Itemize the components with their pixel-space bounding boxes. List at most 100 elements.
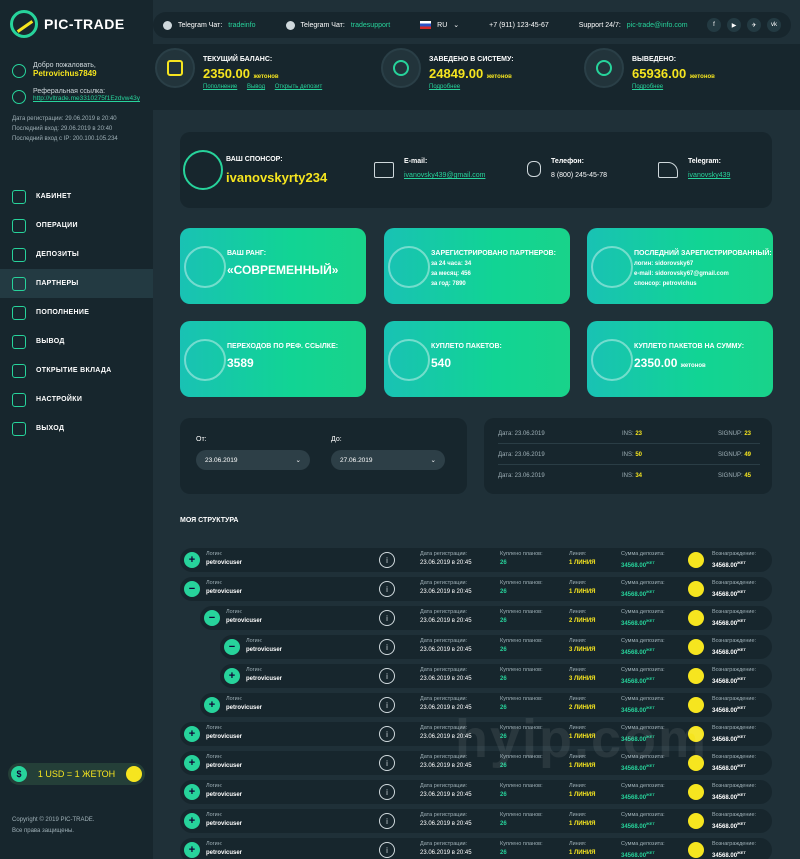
row-reward: 34568.00ЖЕТ [712, 821, 746, 830]
telegram-social-icon[interactable]: ✈ [747, 18, 761, 32]
row-login: petrovicuser [226, 618, 263, 624]
row-deposit: 34568.00ЖЕТ [621, 589, 655, 598]
row-plans: 26 [500, 560, 507, 566]
language-select[interactable]: RU [437, 21, 448, 29]
row-plans: 26 [500, 618, 507, 624]
expand-button[interactable]: + [184, 784, 200, 800]
nav-item-cabinet[interactable]: КАБИНЕТ [0, 182, 153, 211]
info-icon[interactable]: i [379, 842, 395, 858]
nav-item-withdraw[interactable]: ВЫВОД [0, 327, 153, 356]
clicks-card: ПЕРЕХОДОВ ПО РЕФ. ССЫЛКЕ: 3589 [180, 321, 366, 397]
row-plans: 26 [500, 705, 507, 711]
expand-button[interactable]: + [204, 697, 220, 713]
info-icon[interactable]: i [379, 697, 395, 713]
expand-button[interactable]: + [184, 552, 200, 568]
info-icon[interactable]: i [379, 581, 395, 597]
nav-item-settings[interactable]: НАСТРОЙКИ [0, 385, 153, 414]
info-icon[interactable]: i [379, 639, 395, 655]
structure-title: МОЯ СТРУКТУРА [180, 517, 239, 524]
row-login: petrovicuser [206, 589, 243, 595]
top-bar: Telegram Чат: tradeinfo Telegram Чат: tr… [153, 12, 791, 38]
link-withdraw[interactable]: Вывод [246, 84, 266, 90]
watermark: hyip.com [455, 709, 709, 769]
link-open-deposit[interactable]: Открыть депозит [274, 84, 323, 90]
token-icon [688, 726, 704, 742]
link-withdrawn-details[interactable]: Подробнее [632, 84, 664, 90]
date-from-select[interactable]: 23.06.2019 ⌄ [196, 450, 310, 470]
calendar-icon [12, 218, 26, 233]
nav-item-logout[interactable]: ВЫХОД [0, 414, 153, 443]
expand-button[interactable]: + [184, 726, 200, 742]
info-icon[interactable]: i [379, 813, 395, 829]
summary-table: Дата: 23.06.2019 INS: 23 SIGNUP: 23 Дата… [484, 418, 772, 494]
ref-link[interactable]: http://vltrade.me3310275f1Ezdvw43y [33, 95, 140, 102]
sponsor-panel: ВАШ СПОНСОР: ivanovskyrty234 E-mail: iva… [180, 132, 772, 208]
table-row: − Логин: petrovicuser i Дата регистрации… [220, 635, 772, 659]
collapse-button[interactable]: − [184, 581, 200, 597]
row-reward: 34568.00ЖЕТ [712, 676, 746, 685]
tg-chat-link[interactable]: tradeinfo [228, 21, 256, 29]
row-plans: 26 [500, 589, 507, 595]
nav-item-open-deposit[interactable]: ОТКРЫТИЕ ВКЛАДА [0, 356, 153, 385]
vk-icon[interactable]: vk [767, 18, 781, 32]
row-deposit: 34568.00ЖЕТ [621, 792, 655, 801]
coins-stack-icon [155, 48, 195, 88]
sponsor-phone: 8 (800) 245-45-78 [551, 172, 608, 179]
date-to-select[interactable]: 27.06.2019 ⌄ [331, 450, 445, 470]
rank-value: «СОВРЕМЕННЫЙ» [227, 263, 339, 277]
token-icon [688, 813, 704, 829]
facebook-icon[interactable]: f [707, 18, 721, 32]
info-icon[interactable]: i [379, 610, 395, 626]
info-icon[interactable]: i [379, 755, 395, 771]
nav-item-partners[interactable]: ПАРТНЕРЫ [0, 269, 153, 298]
summary-row: Дата: 23.06.2019 INS: 50 SIGNUP: 49 [498, 452, 760, 465]
row-login: petrovicuser [206, 734, 243, 740]
top-phone: +7 (911) 123-45-67 [489, 21, 549, 29]
user-block: Добро пожаловать, Petrovichus7849 Рефера… [12, 62, 152, 144]
row-line: 1 ЛИНИЯ [569, 560, 596, 566]
row-line: 1 ЛИНИЯ [569, 850, 596, 856]
collapse-button[interactable]: − [224, 639, 240, 655]
row-login: petrovicuser [246, 647, 283, 653]
sponsor-email[interactable]: ivanovsky439@gmail.com [404, 172, 486, 179]
wallet-icon [12, 189, 26, 204]
sponsor-icon [183, 150, 223, 190]
table-row: + Логин: petrovicuser i Дата регистрации… [180, 838, 772, 859]
row-deposit: 34568.00ЖЕТ [621, 705, 655, 714]
row-reg-date: 23.06.2019 в 20:45 [420, 560, 472, 566]
support-label: Support 24/7: [578, 21, 621, 29]
collapse-button[interactable]: − [204, 610, 220, 626]
youtube-icon[interactable]: ▶ [727, 18, 741, 32]
row-reg-date: 23.06.2019 в 20:45 [420, 792, 472, 798]
tg-chat2-link[interactable]: tradesupport [350, 21, 391, 29]
nav-item-deposits[interactable]: ДЕПОЗИТЫ [0, 240, 153, 269]
info-icon[interactable]: i [379, 784, 395, 800]
expand-button[interactable]: + [184, 842, 200, 858]
nav-item-deposit-funds[interactable]: ПОПОЛНЕНИЕ [0, 298, 153, 327]
row-reg-date: 23.06.2019 в 20:45 [420, 676, 472, 682]
row-reg-date: 23.06.2019 в 20:45 [420, 850, 472, 856]
ref-label: Реферальная ссылка: [33, 88, 106, 95]
info-icon[interactable]: i [379, 552, 395, 568]
link-invested-details[interactable]: Подробнее [429, 84, 461, 90]
info-icon[interactable]: i [379, 668, 395, 684]
last-registered-card: ПОСЛЕДНИЙ ЗАРЕГИСТРИРОВАННЫЙ: логин: sid… [587, 228, 773, 304]
table-row: − Логин: petrovicuser i Дата регистрации… [180, 577, 772, 601]
row-login: petrovicuser [206, 821, 243, 827]
chevron-down-icon: ⌄ [453, 22, 460, 29]
row-reward: 34568.00ЖЕТ [712, 618, 746, 627]
stat-invested: ЗАВЕДЕНО В СИСТЕМУ: 24849.00 жетонов Под… [381, 48, 514, 90]
support-email[interactable]: pic-trade@info.com [626, 21, 688, 29]
info-icon[interactable]: i [379, 726, 395, 742]
expand-button[interactable]: + [184, 813, 200, 829]
invested-value: 24849.00 [429, 66, 484, 81]
logo[interactable]: PIC-TRADE [10, 10, 125, 38]
summary-row: Дата: 23.06.2019 INS: 34 SIGNUP: 45 [498, 473, 752, 479]
link-deposit[interactable]: Пополнение [203, 84, 238, 90]
rank-card: ВАШ РАНГ: «СОВРЕМЕННЫЙ» [180, 228, 366, 304]
expand-button[interactable]: + [224, 668, 240, 684]
row-plans: 26 [500, 763, 507, 769]
sponsor-telegram[interactable]: ivanovsky439 [688, 172, 731, 179]
nav-item-operations[interactable]: ОПЕРАЦИИ [0, 211, 153, 240]
expand-button[interactable]: + [184, 755, 200, 771]
